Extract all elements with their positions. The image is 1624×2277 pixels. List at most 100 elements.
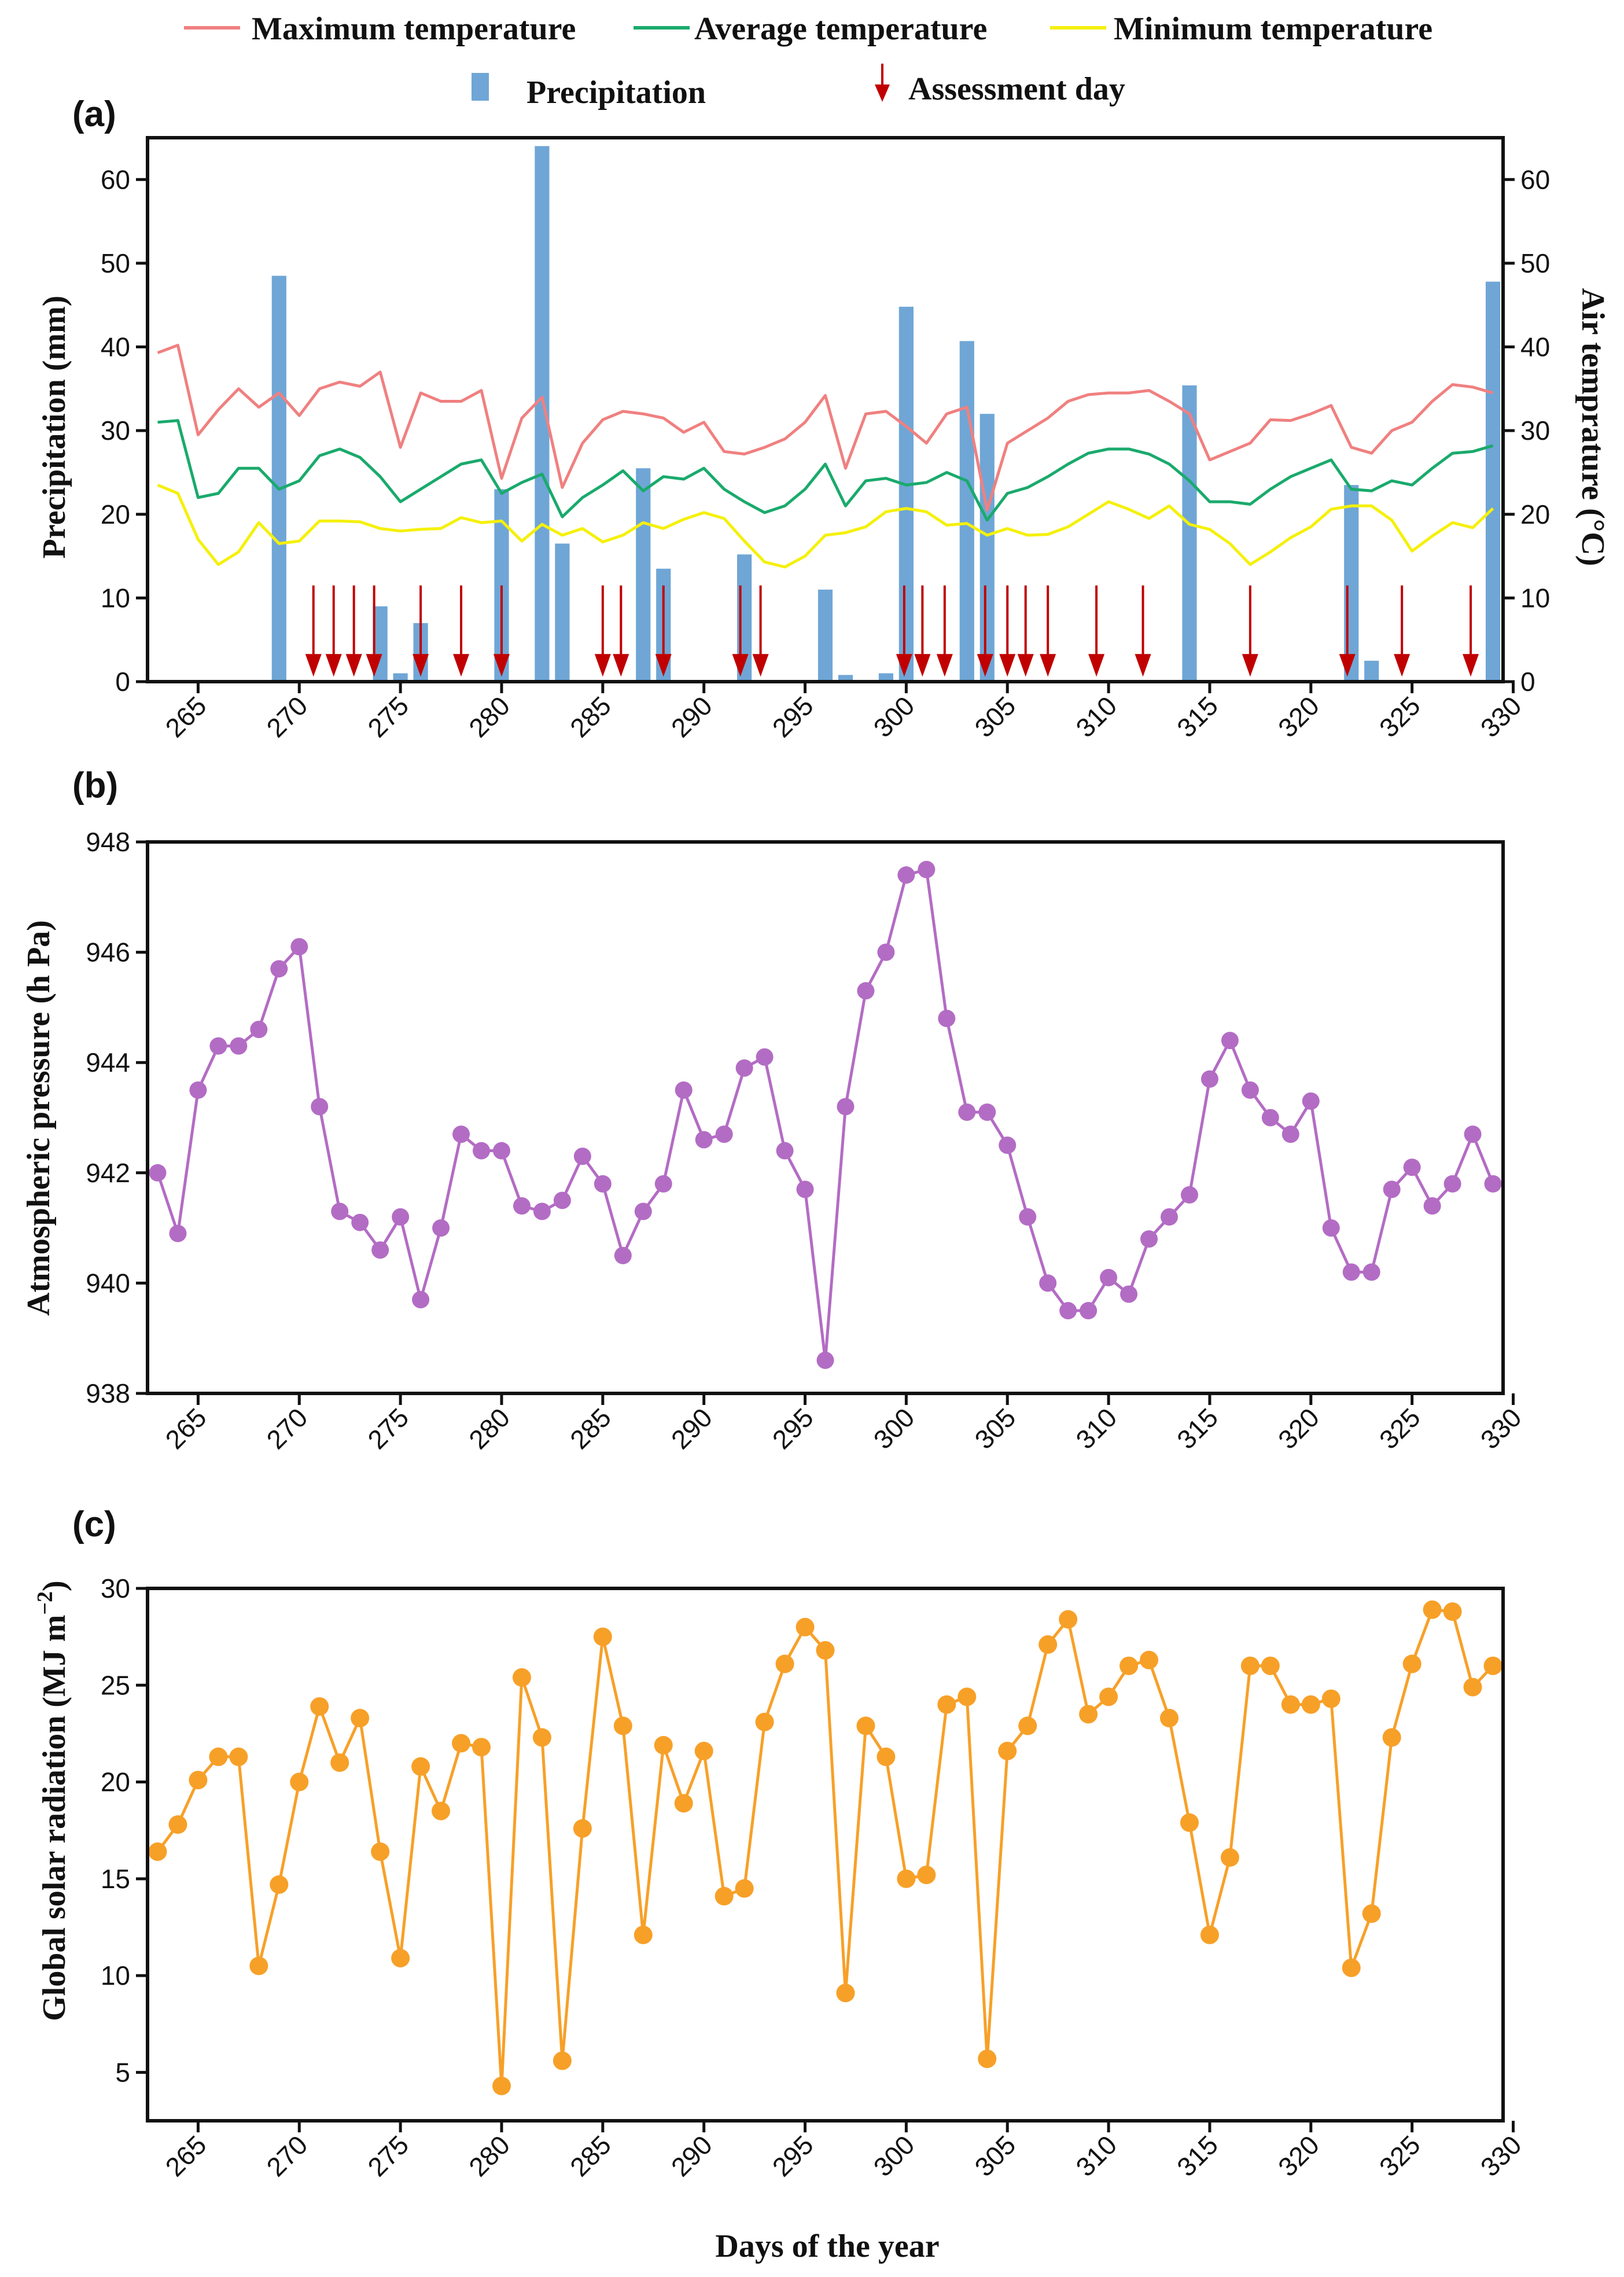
average-temperature-line [157, 419, 1494, 522]
solar-radiation-point [1483, 1656, 1503, 1675]
panel-label-a: (a) [72, 94, 116, 134]
solar-radiation-point [1240, 1656, 1260, 1675]
solar-radiation-point [755, 1712, 774, 1731]
solar-radiation-point [1120, 1656, 1139, 1675]
assessment-day-arrow-head [752, 654, 769, 677]
panel-c-x-tick-label: 300 [868, 2129, 920, 2182]
panel-a-right-y-tick-label: 40 [1520, 332, 1550, 362]
solar-radiation-point [694, 1742, 713, 1761]
panel-a-left-y-tick-label: 30 [101, 415, 130, 446]
solar-radiation-point [836, 1984, 855, 2003]
pressure-point [392, 1208, 410, 1226]
panel-b-x-tick-label: 310 [1070, 1402, 1122, 1455]
solar-radiation-line [156, 1608, 1494, 2088]
pressure-point [938, 1009, 956, 1027]
solar-radiation-point [391, 1948, 410, 1967]
panel-a-frame [146, 136, 1505, 683]
pressure-point [756, 1048, 774, 1066]
solar-radiation-point [432, 1801, 451, 1820]
assessment-day-arrow-head [305, 654, 322, 677]
precipitation-bar [393, 673, 408, 682]
solar-radiation-point [613, 1716, 632, 1735]
solar-radiation-point [209, 1748, 228, 1767]
solar-radiation-point [1200, 1925, 1219, 1944]
solar-radiation-point [856, 1716, 875, 1735]
pressure-point [1403, 1158, 1421, 1176]
panel-b-y-tick-label: 946 [86, 937, 130, 968]
pressure-point [1261, 1109, 1279, 1127]
panel-a-right-y-tick-label: 60 [1520, 164, 1550, 194]
x-axis-title: Days of the year [715, 2228, 939, 2264]
panel-a-right-y-tick-label: 20 [1520, 499, 1550, 529]
pressure-point [290, 938, 308, 956]
legend-precip-label: Precipitation [526, 75, 706, 111]
solar-radiation-point [532, 1728, 551, 1747]
pressure-point [594, 1175, 612, 1193]
precipitation-bar [271, 275, 286, 682]
pressure-point [270, 960, 288, 978]
panel-a-x-tick-label: 315 [1171, 690, 1224, 743]
pressure-line [156, 868, 1494, 1362]
pressure-point [432, 1219, 450, 1237]
precipitation-bar [1485, 281, 1501, 682]
panel-c-axis-title-end: ) [36, 1580, 72, 1591]
solar-radiation-point [1039, 1635, 1058, 1654]
assessment-day-arrow-head [1339, 654, 1356, 677]
solar-radiation-point [148, 1842, 167, 1861]
solar-radiation-point [1443, 1602, 1462, 1621]
panel-c-x-tick-label: 265 [160, 2129, 212, 2182]
panel-a-left-y-tick-label: 0 [115, 667, 130, 697]
pressure-point [634, 1202, 652, 1220]
precipitation-bar [1182, 385, 1197, 682]
panel-a-right-y-tick-label: 0 [1520, 667, 1535, 697]
solar-radiation-point [958, 1687, 977, 1706]
panel-a-left-y-tick-label: 50 [101, 248, 130, 278]
pressure-point [1322, 1219, 1340, 1237]
precipitation-bar [959, 341, 974, 682]
legend-max-temp-label: Maximum temperature [252, 11, 576, 47]
solar-radiation-point [674, 1794, 693, 1813]
legend: Maximum temperature Average temperature … [184, 11, 1432, 111]
pressure-point [149, 1164, 167, 1182]
pressure-point [816, 1351, 834, 1369]
solar-radiation-point [249, 1956, 268, 1976]
pressure-point [1221, 1032, 1239, 1050]
pressure-point [877, 943, 895, 961]
solar-radiation-point [593, 1627, 612, 1646]
panel-c: 265 270 275 280 285 290 295 300 305 310 315 320 325 3… [101, 1573, 1527, 2182]
solar-radiation-point [472, 1738, 491, 1757]
panel-a-left-axis-title: Precipitation (mm) [36, 296, 72, 559]
pressure-point [1484, 1175, 1502, 1193]
pressure-point [958, 1103, 976, 1121]
solar-radiation-point [796, 1617, 815, 1636]
assessment-day-arrow-head [1040, 654, 1056, 677]
pressure-point [351, 1213, 369, 1231]
panel-b-y-tick-label: 948 [86, 827, 130, 857]
pressure-point [1080, 1302, 1098, 1320]
panel-c-x-tick-label: 290 [665, 2129, 718, 2182]
pressure-point [533, 1202, 551, 1220]
solar-radiation-point [1423, 1600, 1442, 1619]
panel-c-x-tick-label: 310 [1070, 2129, 1122, 2182]
panel-c-x-tick-label: 320 [1272, 2129, 1325, 2182]
panel-c-y-tick-label: 5 [115, 2057, 130, 2087]
pressure-point [1383, 1180, 1401, 1198]
precipitation-bar [898, 307, 914, 682]
legend-min-temp-label: Minimum temperature [1114, 11, 1432, 47]
solar-radiation-point [877, 1748, 896, 1767]
panel-b-y-tick-label: 944 [86, 1047, 130, 1077]
panel-a-left-y-tick-label: 20 [101, 499, 130, 529]
solar-radiation-point [1402, 1654, 1422, 1673]
solar-radiation-point [654, 1735, 673, 1754]
pressure-point [492, 1142, 510, 1160]
solar-radiation-point [553, 2051, 572, 2070]
assessment-day-arrow-head [732, 654, 749, 677]
panel-b-y-tick-label: 940 [86, 1268, 130, 1298]
panel-b-x-tick-label: 305 [968, 1402, 1021, 1455]
pressure-point [573, 1147, 591, 1165]
precipitation-bar [838, 675, 853, 682]
assessment-day-arrow-head [413, 654, 429, 677]
precipitation-bar [555, 543, 570, 682]
panel-a-right-y-tick-label: 10 [1520, 583, 1550, 613]
panel-a-x-tick-label: 270 [260, 690, 313, 743]
